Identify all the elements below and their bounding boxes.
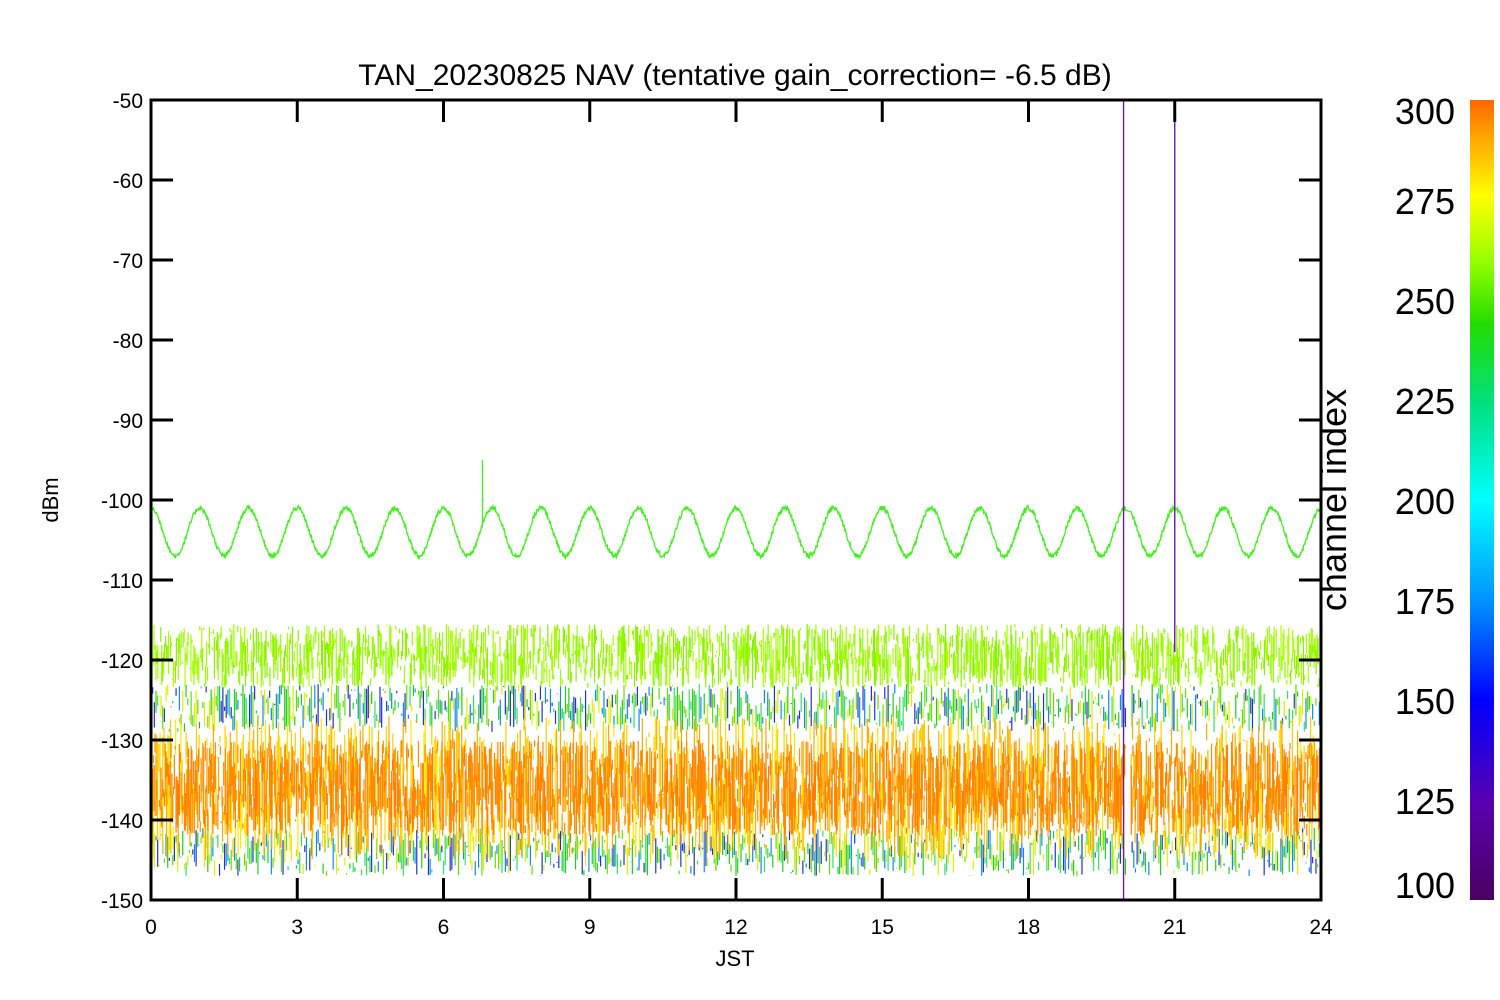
x-tick-label: 9: [584, 916, 596, 939]
colorbar-tick-label: 100: [1395, 865, 1455, 906]
colorbar: [1470, 100, 1494, 900]
series-lime-band: [151, 624, 1321, 688]
x-tick-label: 0: [145, 916, 157, 939]
colorbar-tick-label: 300: [1395, 91, 1455, 132]
y-tick-label: -140: [101, 810, 143, 833]
x-tick-label: 15: [871, 916, 894, 939]
plot-area: [151, 100, 1321, 900]
y-axis-label: dBm: [38, 477, 63, 522]
y-tick-label: -100: [101, 490, 143, 513]
colorbar-tick-label: 275: [1395, 181, 1455, 222]
colorbar-tick-label: 175: [1395, 581, 1455, 622]
y-tick-label: -110: [103, 570, 143, 593]
series-high-edge: [151, 684, 1320, 732]
colorbar-label: channel index: [1313, 389, 1354, 611]
series-sinusoid-line: [151, 503, 1321, 561]
series-orange-band: [151, 740, 1321, 836]
y-tick-label: -130: [101, 730, 143, 753]
x-tick-label: 6: [438, 916, 450, 939]
y-tick-label: -50: [113, 90, 143, 113]
x-tick-label: 3: [291, 916, 303, 939]
x-axis: 0 3 6 9 12 15 18 21 24: [145, 100, 1333, 939]
y-tick-label: -120: [101, 650, 143, 673]
x-tick-label: 24: [1309, 916, 1333, 939]
chart-title: TAN_20230825 NAV (tentative gain_correct…: [358, 59, 1112, 92]
y-tick-label: -60: [113, 170, 143, 193]
x-tick-label: 18: [1017, 916, 1040, 939]
x-axis-label: JST: [715, 946, 754, 971]
x-tick-label: 21: [1163, 916, 1186, 939]
colorbar-tick-label: 150: [1395, 681, 1455, 722]
colorbar-ticks: 300 275 250 225 200 175 150 125 100: [1395, 91, 1455, 906]
colorbar-tick-label: 225: [1395, 381, 1455, 422]
x-tick-label: 12: [724, 916, 747, 939]
y-axis: -50 -60 -70 -80 -90 -100 -110 -120 -130 -140 -150: [101, 90, 1321, 913]
colorbar-tick-label: 200: [1395, 481, 1455, 522]
y-tick-label: -90: [113, 410, 143, 433]
colorbar-tick-label: 125: [1395, 781, 1455, 822]
y-tick-label: -80: [113, 330, 143, 353]
y-tick-label: -70: [113, 250, 143, 273]
y-tick-label: -150: [101, 890, 143, 913]
colorbar-tick-label: 250: [1395, 281, 1455, 322]
